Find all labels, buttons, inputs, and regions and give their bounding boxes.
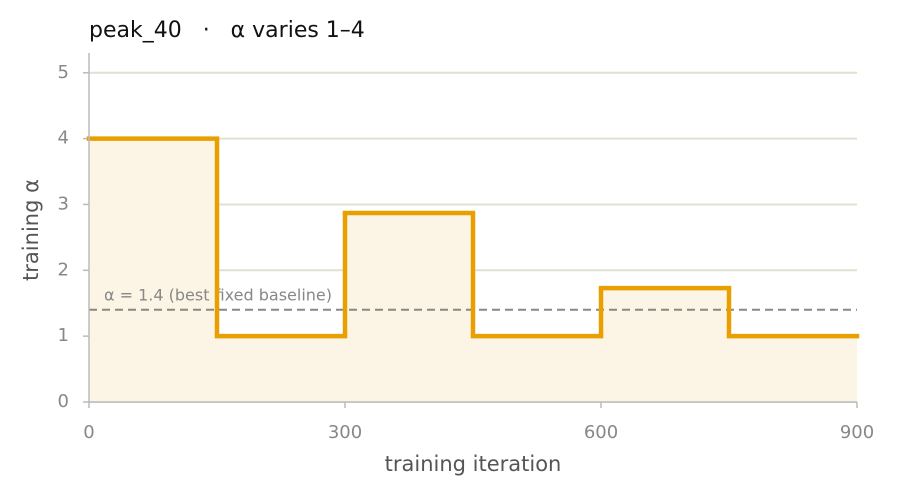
area-fill xyxy=(217,336,345,402)
x-tick-label: 900 xyxy=(840,422,874,443)
area-fill xyxy=(601,288,729,402)
y-tick-label: 2 xyxy=(58,259,69,280)
y-tick-label: 5 xyxy=(58,62,69,83)
area-fill xyxy=(89,138,217,403)
area-fill xyxy=(729,336,857,402)
area-fill xyxy=(345,213,473,402)
x-tick-label: 0 xyxy=(83,422,94,443)
x-tick-label: 300 xyxy=(328,422,362,443)
y-tick-label: 4 xyxy=(58,128,69,149)
y-tick-label: 3 xyxy=(58,193,69,214)
x-tick-label: 600 xyxy=(584,422,618,443)
y-tick-label: 0 xyxy=(58,391,69,412)
area-fill xyxy=(473,336,601,402)
x-axis-label: training iteration xyxy=(385,452,562,476)
y-axis-label: training α xyxy=(19,179,43,281)
y-tick-label: 1 xyxy=(58,325,69,346)
chart-title: peak_40 · α varies 1–4 xyxy=(89,18,365,43)
